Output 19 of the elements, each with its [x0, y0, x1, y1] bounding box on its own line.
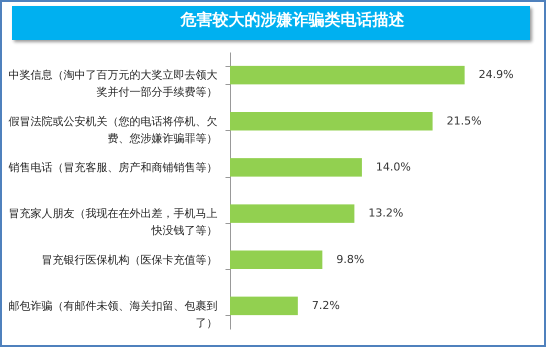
y-tick-label: 冒充银行医保机构（医保卡充值等） [42, 253, 218, 266]
data-label: 9.8% [336, 252, 364, 266]
bar [230, 158, 362, 177]
y-tick-label: 邮包诈骗（有邮件未领、海关扣留、包裹到了） [8, 299, 218, 330]
bar [230, 66, 465, 84]
y-tick-label: 销售电话（冒充客服、房产和商铺销售等） [8, 160, 218, 174]
data-label: 13.2% [368, 206, 404, 220]
y-tick-label: 假冒法院或公安机关（您的电话将停机、欠费、您涉嫌诈骗罪等） [8, 114, 218, 145]
data-label: 24.9% [478, 68, 514, 82]
data-label: 21.5% [446, 114, 482, 128]
bar [230, 204, 354, 223]
data-label: 7.2% [312, 298, 340, 312]
bar [230, 112, 433, 130]
data-label: 14.0% [376, 160, 411, 174]
bar [230, 296, 298, 316]
chart-title: 危害较大的涉嫌诈骗类电话描述 [180, 10, 406, 29]
y-tick-label: 冒充家人朋友（我现在在外出差，手机马上快没钱了等） [8, 207, 218, 238]
bar [230, 250, 322, 269]
y-tick-label: 中奖信息（淘中了百万元的大奖立即去领大奖并付一部分手续费等） [8, 68, 218, 99]
